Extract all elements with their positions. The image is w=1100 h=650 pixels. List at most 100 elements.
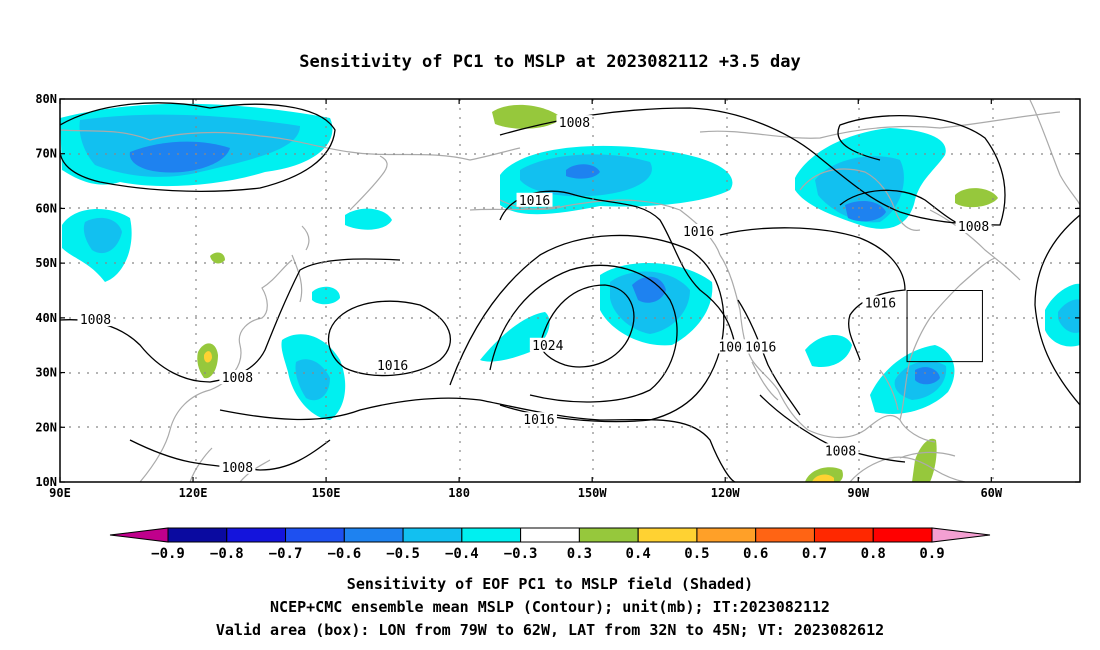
- contour-label: 1016: [865, 297, 896, 312]
- contour-label: 1016: [377, 359, 408, 374]
- contour-label: 1008: [222, 371, 253, 386]
- lat-tick-label: 10N: [35, 475, 57, 489]
- lon-tick-label: 120W: [711, 486, 741, 500]
- coastlines: [60, 99, 1080, 482]
- shade-pos-china-core: [204, 351, 212, 363]
- colorbar-swatch: [461, 527, 522, 543]
- map-panel: 1008 1016 1016 1008 1016 1008 1008 1016 1024 1016…: [35, 92, 1081, 500]
- lat-tick-label: 30N: [35, 366, 57, 380]
- contour-label: 1024: [532, 339, 563, 354]
- colorbar-label: −0.6: [327, 546, 361, 562]
- contour-label-bg: [77, 312, 114, 327]
- shade-neg-ne-pacific-mid: [610, 271, 690, 334]
- lon-tick-label: 180: [448, 486, 470, 500]
- contour-1024-pacific: [539, 284, 635, 368]
- latitude-axis: 80N 70N 60N 50N 40N 30N 20N 10N: [35, 92, 1080, 489]
- coast-aleutians: [469, 205, 561, 211]
- contour-label: 1016: [519, 194, 550, 209]
- contour-label-bg: [822, 443, 859, 458]
- contour-label-bg: [529, 337, 566, 352]
- contour-label-bg: [520, 412, 557, 427]
- colorbar-swatch: [167, 527, 228, 543]
- colorbar-swatch: [578, 527, 639, 543]
- shade-pos-caribbean: [912, 438, 937, 482]
- coast-kamchatka: [349, 155, 388, 211]
- contour-label-bg: [742, 339, 779, 354]
- contour-1016-alaska: [499, 190, 736, 346]
- footer-line-2: NCEP+CMC ensemble mean MSLP (Contour); u…: [270, 598, 830, 616]
- contour-atlantic-high: [1034, 214, 1080, 406]
- footer-line-3: Valid area (box): LON from 79W to 62W, L…: [216, 621, 884, 639]
- colorbar-label: −0.9: [151, 546, 185, 562]
- contour-1020-pacific: [489, 264, 678, 403]
- coast-arctic-canada: [699, 111, 1061, 139]
- coast-central-america: [849, 456, 966, 482]
- map-layers: 1008 1016 1016 1008 1016 1008 1008 1016 1024 1016…: [60, 99, 1080, 482]
- coast-baja: [751, 361, 779, 401]
- coast-china-korea: [139, 259, 293, 482]
- lat-tick-label: 70N: [35, 147, 57, 161]
- shade-pos-mexico-core: [812, 474, 834, 482]
- contour-1008-arctic-east: [499, 107, 1006, 226]
- coast-greenland: [1029, 99, 1080, 206]
- lat-tick-label: 60N: [35, 201, 57, 215]
- colorbar-swatch: [402, 527, 463, 543]
- coast-se-asia: [189, 447, 271, 482]
- coast-florida: [879, 369, 899, 411]
- shade-neg-atlantic-east-core: [1058, 299, 1080, 333]
- contour-label-bg: [862, 295, 899, 310]
- contour-label: 1016: [523, 413, 554, 428]
- colorbar-label: 0.8: [861, 546, 886, 562]
- valid-area-box: [906, 290, 983, 363]
- shade-neg-japan-small: [312, 286, 340, 305]
- contour-label: 1016: [683, 225, 714, 240]
- contour-label-bg: [516, 192, 553, 207]
- lon-tick-label: 90W: [847, 486, 869, 500]
- shade-neg-siberia-core: [129, 141, 230, 173]
- shade-pos-arctic: [492, 104, 562, 129]
- contour-1016-subtropic-belt: [219, 397, 736, 482]
- lat-tick-label: 20N: [35, 420, 57, 434]
- coast-east-us: [899, 257, 996, 421]
- contour-1016-pacific-outer: [449, 234, 725, 423]
- colorbar-label: 0.5: [684, 546, 709, 562]
- contour-label: 1008: [958, 220, 989, 235]
- contour-label-bg: [955, 219, 992, 234]
- colorbar-label: 0.9: [919, 546, 944, 562]
- colorbar-swatch: [755, 527, 815, 543]
- contour-label: 1008: [222, 461, 253, 476]
- shade-neg-ne-pacific-core: [632, 276, 666, 303]
- colorbar-label: −0.8: [210, 546, 244, 562]
- lon-tick-label: 90E: [49, 486, 71, 500]
- contour-label-bg: [219, 459, 256, 474]
- lon-tick-label: 150E: [312, 486, 341, 500]
- colorbar-label: −0.3: [504, 546, 538, 562]
- coast-japan: [291, 225, 310, 303]
- coast-hudson: [799, 168, 921, 231]
- colorbar-label: 0.7: [802, 546, 827, 562]
- colorbar-swatch: [520, 527, 580, 543]
- colorbar-label: −0.5: [386, 546, 420, 562]
- lat-tick-label: 80N: [35, 92, 57, 106]
- figure-title: Sensitivity of PC1 to MSLP at 2023082112…: [299, 52, 801, 72]
- colorbar-swatch: [343, 527, 404, 543]
- colorbar-swatch: [285, 527, 345, 543]
- lat-tick-label: 50N: [35, 256, 57, 270]
- colorbar-label: −0.4: [445, 546, 479, 562]
- contour-1016-canada: [719, 227, 906, 361]
- contour-label-bg: [556, 115, 593, 130]
- contour-label: 1008: [80, 313, 111, 328]
- lon-tick-label: 60W: [980, 486, 1002, 500]
- colorbar-swatch: [872, 527, 933, 543]
- shade-pos-mongolia: [210, 252, 225, 264]
- footer-caption: Sensitivity of EOF PC1 to MSLP field (Sh…: [216, 575, 884, 639]
- contour-label: 1016: [745, 340, 776, 355]
- shade-neg-west-siberia-core: [83, 217, 122, 254]
- contour-label-bg: [219, 370, 256, 385]
- lat-tick-label: 40N: [35, 311, 57, 325]
- coast-cuba: [899, 451, 956, 459]
- contour-label-bg: [374, 358, 411, 373]
- colorbar-label: 0.6: [743, 546, 768, 562]
- contour-1008-arctic: [60, 102, 336, 192]
